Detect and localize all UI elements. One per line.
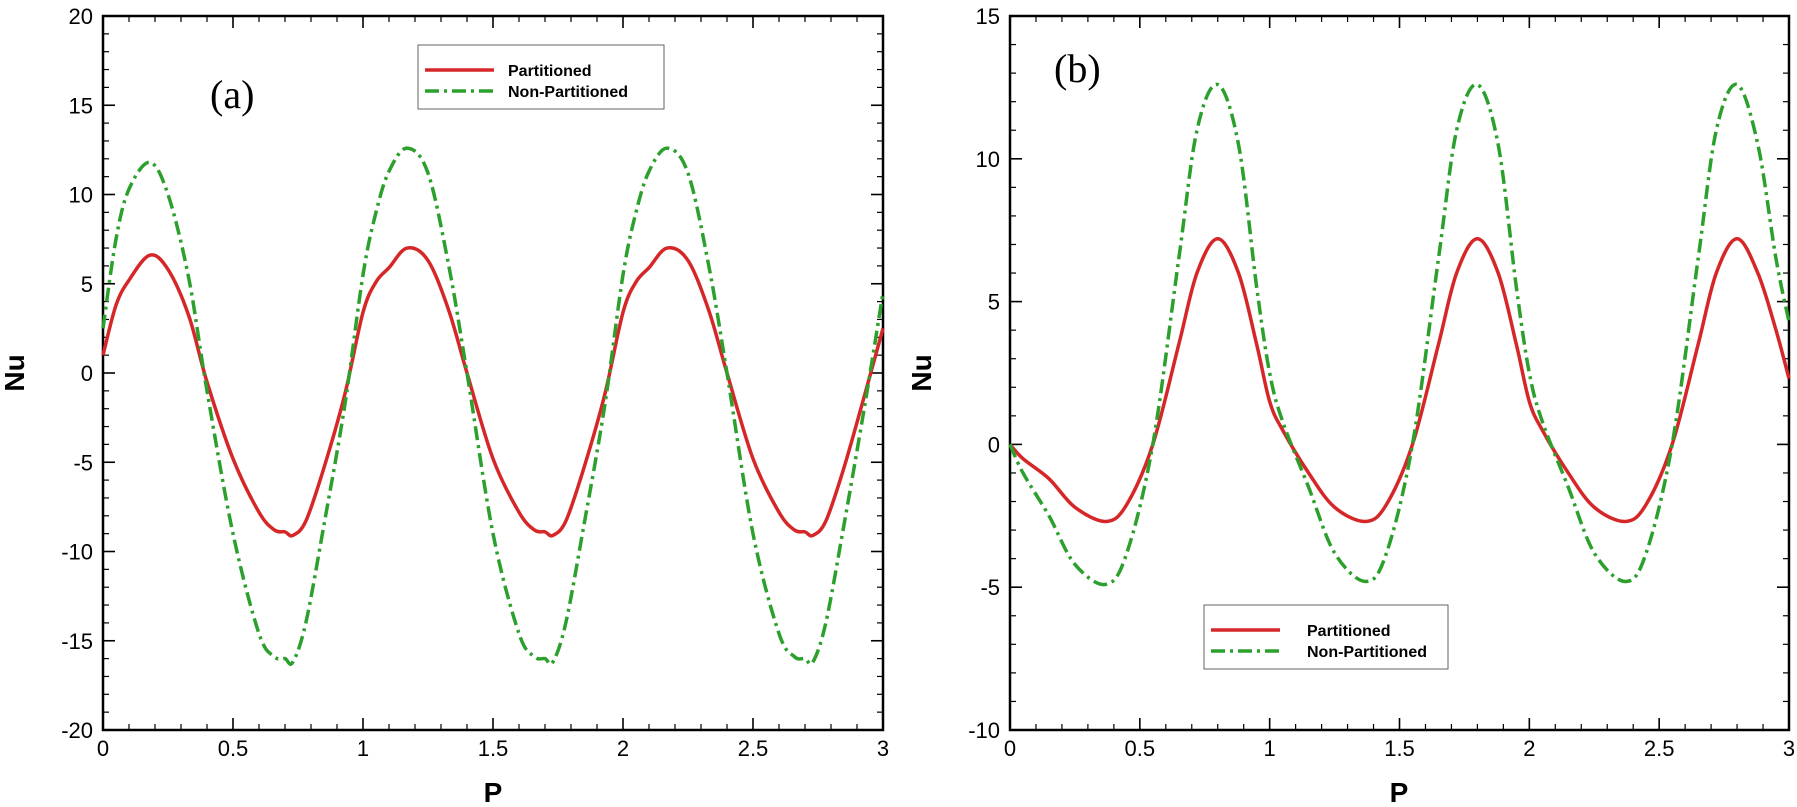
- series-line-non-partitioned: [101, 146, 885, 666]
- panel-label: (a): [210, 72, 254, 117]
- axis-ticks: [1009, 15, 1790, 731]
- y-tick-label: 20: [69, 4, 93, 29]
- y-tick-label: 0: [988, 432, 1000, 457]
- legend-label-partitioned: Partitioned: [508, 63, 592, 80]
- panel-label: (b): [1054, 46, 1101, 91]
- legend-box: [1203, 604, 1449, 670]
- x-tick-label: 1.5: [478, 736, 509, 761]
- y-tick-label: 0: [81, 361, 93, 386]
- legend-label-non-partitioned: Non-Partitioned: [508, 84, 628, 101]
- x-tick-label: 2: [617, 736, 629, 761]
- x-tick-label: 0: [97, 736, 109, 761]
- y-tick-label: -20: [61, 718, 93, 743]
- series-line-partitioned: [101, 246, 885, 538]
- x-tick-label: 0: [1004, 736, 1016, 761]
- plot-area-frame: [101, 14, 885, 732]
- x-tick-label: 0.5: [1125, 736, 1156, 761]
- legend-box: [417, 44, 665, 110]
- y-tick-label: -5: [980, 575, 1000, 600]
- x-tick-labels: 0 0.5 1 1.5 2 2.5 3: [1004, 736, 1795, 761]
- y-tick-label: -15: [61, 629, 93, 654]
- x-tick-label: 2.5: [738, 736, 769, 761]
- y-tick-labels: -10 -5 0 5 10 15: [968, 4, 1000, 743]
- y-tick-label: 15: [69, 93, 93, 118]
- legend: Partitioned Non-Partitioned: [417, 44, 665, 110]
- legend: Partitioned Non-Partitioned: [1203, 604, 1449, 670]
- legend-label-partitioned: Partitioned: [1307, 623, 1391, 640]
- y-tick-label: 5: [988, 290, 1000, 315]
- y-tick-label: -10: [968, 718, 1000, 743]
- series-lines: [1008, 82, 1791, 587]
- y-tick-label: 10: [976, 147, 1000, 172]
- x-tick-label: 1: [1264, 736, 1276, 761]
- y-tick-label: -10: [61, 540, 93, 565]
- x-tick-label: 0.5: [218, 736, 249, 761]
- x-tick-label: 3: [1783, 736, 1795, 761]
- y-tick-label: -5: [73, 450, 93, 475]
- x-tick-label: 2: [1523, 736, 1535, 761]
- x-tick-label: 1: [357, 736, 369, 761]
- y-axis-title: Nu: [0, 354, 30, 391]
- x-tick-labels: 0 0.5 1 1.5 2 2.5 3: [97, 736, 889, 761]
- series-line-non-partitioned: [1008, 82, 1791, 587]
- x-tick-label: 2.5: [1644, 736, 1675, 761]
- series-lines: [101, 146, 885, 666]
- x-axis-title: P: [1390, 777, 1409, 807]
- y-axis-title: Nu: [906, 354, 937, 391]
- series-line-partitioned: [1008, 237, 1791, 524]
- x-tick-label: 3: [877, 736, 889, 761]
- y-tick-label: 5: [81, 272, 93, 297]
- chart-panel-a: 0 0.5 1 1.5 2 2.5 3 -20 -15 -10 -5 0 5 10 15 20 P Nu (…: [0, 4, 889, 807]
- axis-ticks: [102, 15, 884, 731]
- y-tick-label: 15: [976, 4, 1000, 29]
- legend-label-non-partitioned: Non-Partitioned: [1307, 644, 1427, 661]
- chart-panel-b: 0 0.5 1 1.5 2 2.5 3 -10 -5 0 5 10 15 P Nu (b) Parti…: [906, 4, 1795, 807]
- x-axis-title: P: [484, 777, 503, 807]
- x-tick-label: 1.5: [1384, 736, 1415, 761]
- y-tick-label: 10: [69, 183, 93, 208]
- y-tick-labels: -20 -15 -10 -5 0 5 10 15 20: [61, 4, 93, 743]
